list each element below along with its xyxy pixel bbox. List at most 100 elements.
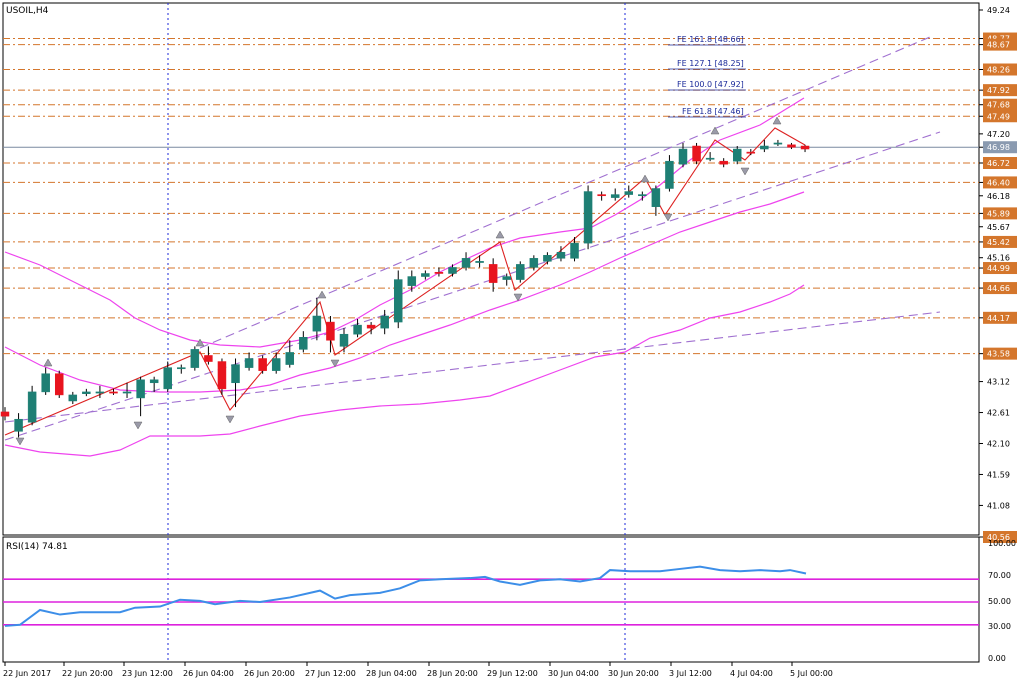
time-tick-label: 4 Jul 04:00 [730,669,773,678]
candle-body [27,391,37,423]
price-tick-label: 45.67 [987,223,1010,232]
fractal-marker [195,338,205,347]
zigzag-line [4,127,806,436]
fib-label: FE 100.0 [47.92] [677,80,744,89]
candle-body [231,364,240,384]
candle-body [136,379,145,399]
time-tick-label: 5 Jul 00:00 [790,669,833,678]
price-level-tag [983,63,1017,76]
candle-body [177,367,186,370]
price-level-tag [983,98,1017,111]
price-axis: 49.2448.7748.6748.2647.9247.6847.4947.20… [979,6,1017,543]
time-tick-label: 27 Jun 12:00 [305,669,356,678]
fractal-markers [15,116,782,446]
candle-body [54,373,64,396]
candle-body [488,264,498,283]
candle-body [705,157,715,160]
rsi-indicator [3,565,979,627]
price-tick-label: 44.99 [987,264,1010,273]
candle-body [109,391,118,394]
candle-body [393,279,403,323]
candle-body [299,337,308,350]
price-level-tag [983,531,1017,543]
price-level-tag [983,262,1017,275]
candle-body [461,258,471,268]
candle-body [14,418,23,432]
fractal-marker [640,174,650,183]
rsi-axis: 100.00 70.00 50.00 30.00 0.00 [988,539,1016,663]
candle-body [732,148,742,162]
price-tick-label: 46.40 [987,178,1010,187]
lower-band [4,284,805,457]
rsi-tick: 70.00 [988,571,1011,580]
fractal-marker [330,359,340,368]
candle-body [0,411,10,417]
candle-body [529,258,539,268]
price-level-tag [983,311,1017,324]
price-tick-label: 48.26 [987,66,1010,75]
candle-body [597,194,606,197]
price-level-tag [983,282,1017,295]
fractal-marker [710,126,720,135]
candle-body [651,188,661,207]
fib-label: FE 127.1 [48.25] [677,59,744,68]
candle-body [556,252,566,259]
time-tick-label: 29 Jun 12:00 [487,669,538,678]
candle-body [746,151,756,154]
fib-label: FE 161.8 [48.66] [677,35,744,44]
candle-body [583,191,593,244]
candlesticks[interactable] [0,139,810,438]
candle-body [719,160,728,165]
price-level-tag [983,157,1017,169]
time-tick-label: 28 Jun 20:00 [427,669,478,678]
candle-body [760,145,769,150]
candle-body [190,349,200,368]
time-tick-label: 22 Jun 2017 [3,669,51,678]
candle-body [475,261,484,263]
candle-body [244,358,254,368]
rsi-panel[interactable] [2,536,980,663]
fractal-marker [225,415,235,424]
price-tick-label: 46.98 [987,143,1010,152]
trend-channel-line [4,131,941,441]
fractal-marker [772,116,782,125]
fractal-marker [317,290,327,299]
candle-body [122,391,132,394]
candle-body [421,273,430,277]
price-tick-label: 43.58 [987,350,1010,359]
price-tick-label: 42.10 [987,440,1010,449]
price-tick-label: 45.89 [987,209,1010,218]
price-tick-label: 47.92 [987,86,1010,95]
candle-body [312,315,322,332]
candle-body [800,145,810,150]
candle-body [366,324,376,329]
fractal-marker [663,213,673,222]
price-tick-label: 48.67 [987,41,1010,50]
candle-body [502,276,511,280]
candle-body [353,324,362,335]
time-tick-label: 30 Jun 20:00 [608,669,659,678]
price-tick-label: 45.42 [987,238,1010,247]
candle-body [434,272,444,274]
time-tick-label: 23 Jun 12:00 [122,669,173,678]
fractal-marker [43,358,53,367]
candle-body [787,144,796,148]
symbol-label: USOIL,H4 [6,6,49,16]
trend-channel-line [4,311,941,423]
rsi-line [4,565,807,627]
fractal-marker [740,167,750,176]
candle-body [258,358,267,371]
price-tick-label: 46.72 [987,159,1010,168]
price-tick-label: 41.59 [987,470,1010,479]
candle-body [692,145,701,162]
candle-body [773,142,783,145]
rsi-tick: 0.00 [988,654,1006,663]
time-tick-label: 28 Jun 04:00 [366,669,417,678]
price-tick-label: 40.56 [987,533,1010,542]
candle-body [624,191,634,195]
current-price-tag [983,141,1017,154]
candle-body [149,379,159,384]
candle-body [339,333,349,347]
